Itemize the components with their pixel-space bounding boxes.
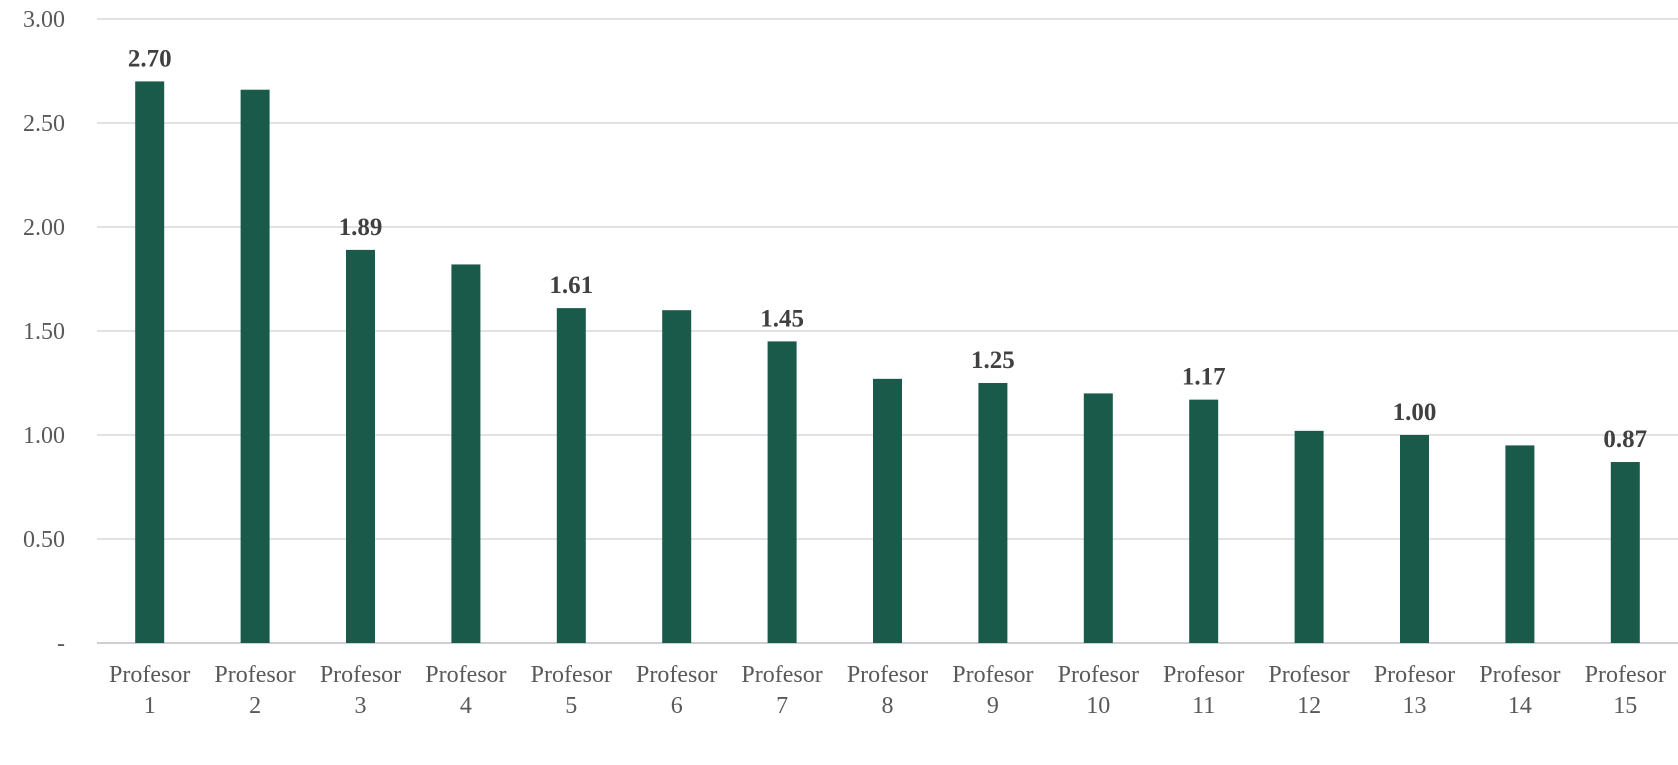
- bar: [556, 308, 586, 643]
- data-label: 1.61: [549, 272, 593, 299]
- x-tick-label: Profesor: [531, 662, 612, 688]
- bar: [767, 341, 797, 643]
- y-tick-label: -: [57, 631, 65, 657]
- data-label: 1.25: [971, 347, 1015, 374]
- bar: [240, 89, 270, 644]
- bar: [451, 264, 481, 643]
- x-tick-label: Profesor: [741, 662, 822, 688]
- bar: [1610, 462, 1640, 643]
- x-tick-label: 9: [987, 693, 999, 719]
- x-tick-label: 14: [1508, 693, 1532, 719]
- bar: [873, 378, 902, 643]
- y-tick-label: 2.50: [23, 111, 65, 137]
- data-labels: 2.70 1.89 1.61 1.45 1.25 1.17 1.00 0.87: [128, 45, 1647, 453]
- x-tick-label: 8: [882, 693, 894, 719]
- x-tick-label: Profesor: [847, 662, 928, 688]
- x-axis-category-labels: Profesor 1 Profesor 2 Profesor 3 Profesor 4 Prof…: [109, 662, 1666, 719]
- x-tick-label: Profesor: [1058, 662, 1139, 688]
- bar: [1505, 445, 1535, 643]
- bar: [1189, 399, 1219, 643]
- bar: [1083, 393, 1113, 643]
- x-tick-label: Profesor: [952, 662, 1033, 688]
- data-label: 1.00: [1393, 399, 1437, 426]
- bar: [1294, 430, 1324, 643]
- y-axis-tick-labels: - 0.50 1.00 1.50 2.00 2.50 3.00: [23, 7, 65, 657]
- x-tick-label: 5: [565, 693, 577, 719]
- data-label: 2.70: [128, 45, 172, 72]
- x-tick-label: Profesor: [214, 662, 295, 688]
- x-tick-label: Profesor: [1268, 662, 1349, 688]
- bar: [978, 383, 1008, 643]
- bar: [135, 81, 165, 643]
- x-tick-label: 4: [460, 693, 472, 719]
- x-tick-label: Profesor: [320, 662, 401, 688]
- x-tick-label: Profesor: [1163, 662, 1244, 688]
- x-tick-label: Profesor: [1374, 662, 1455, 688]
- x-tick-label: Profesor: [636, 662, 717, 688]
- x-tick-label: Profesor: [1585, 662, 1666, 688]
- x-tick-label: 3: [355, 693, 367, 719]
- data-label: 1.45: [760, 305, 804, 332]
- x-tick-label: 2: [249, 693, 261, 719]
- x-tick-label: 13: [1403, 693, 1427, 719]
- y-tick-label: 2.00: [23, 215, 65, 241]
- x-tick-label: 7: [776, 693, 788, 719]
- x-tick-label: 1: [144, 693, 156, 719]
- data-label: 0.87: [1603, 426, 1647, 453]
- data-label: 1.17: [1182, 364, 1226, 391]
- x-tick-label: 15: [1613, 693, 1637, 719]
- data-label: 1.89: [339, 214, 383, 241]
- bar: [662, 310, 692, 643]
- x-tick-label: Profesor: [109, 662, 190, 688]
- x-tick-label: Profesor: [1479, 662, 1560, 688]
- bar: [346, 249, 375, 643]
- x-tick-label: 10: [1086, 693, 1110, 719]
- x-tick-label: 6: [671, 693, 683, 719]
- x-tick-label: 11: [1192, 693, 1215, 719]
- x-tick-label: 12: [1297, 693, 1321, 719]
- y-tick-label: 1.00: [23, 423, 65, 449]
- y-tick-label: 1.50: [23, 319, 65, 345]
- y-tick-label: 3.00: [23, 7, 65, 33]
- y-tick-label: 0.50: [23, 527, 65, 553]
- x-tick-label: Profesor: [425, 662, 506, 688]
- bars: [135, 81, 1640, 644]
- bar: [1400, 435, 1429, 643]
